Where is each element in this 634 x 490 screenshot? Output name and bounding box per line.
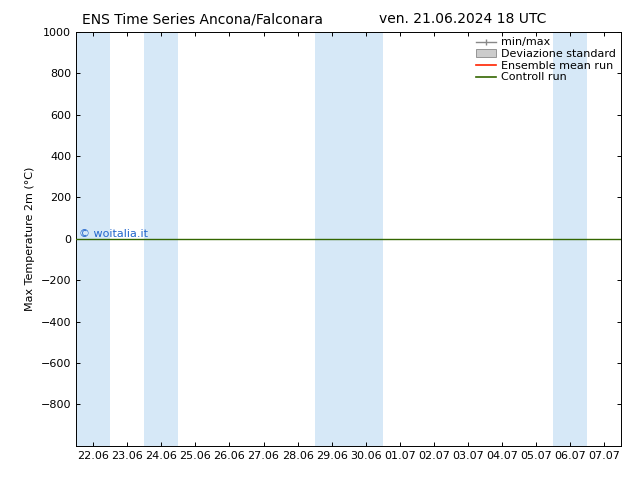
Legend: min/max, Deviazione standard, Ensemble mean run, Controll run: min/max, Deviazione standard, Ensemble m… [474,35,618,85]
Bar [314,32,349,446]
Text: © woitalia.it: © woitalia.it [79,229,148,239]
Y-axis label: Max Temperature 2m (°C): Max Temperature 2m (°C) [25,167,35,311]
Text: ven. 21.06.2024 18 UTC: ven. 21.06.2024 18 UTC [379,12,547,26]
Bar [144,32,178,446]
Text: ENS Time Series Ancona/Falconara: ENS Time Series Ancona/Falconara [82,12,323,26]
Bar [349,32,383,446]
Bar [553,32,587,446]
Bar [76,32,110,446]
